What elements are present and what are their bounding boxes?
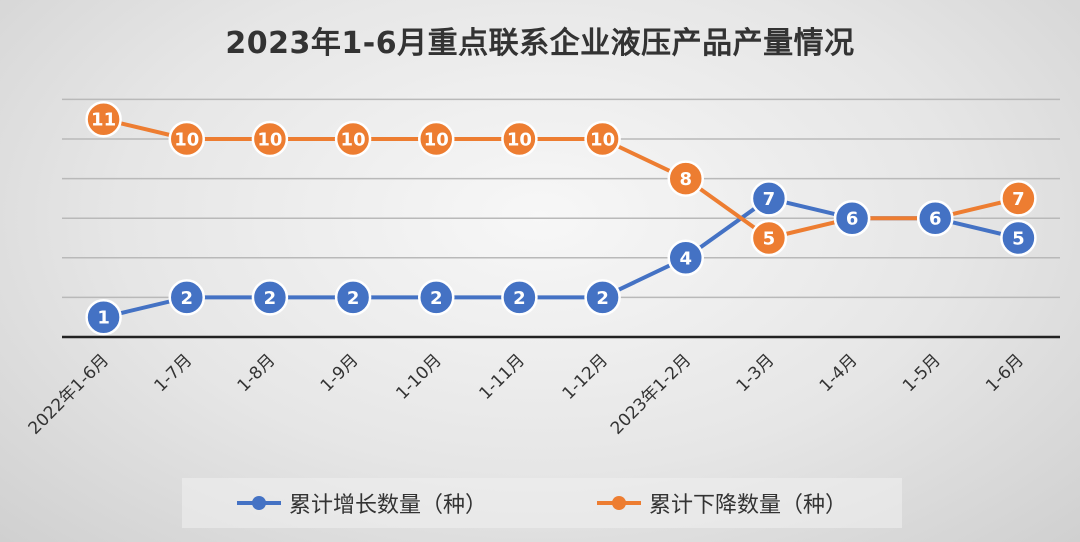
data-point-0: [750, 180, 788, 217]
legend-marker-decline: [596, 496, 641, 510]
data-label-1: 10: [424, 130, 449, 151]
data-point-1: [501, 120, 538, 158]
legend-item-growth: 累计增长数量（种）: [236, 487, 487, 519]
x-tick-label: 2022年1-6月: [25, 350, 113, 438]
x-tick-label: 1-9月: [317, 350, 363, 396]
data-point-0: [667, 239, 704, 277]
data-label-1: 7: [1012, 189, 1025, 210]
data-point-1: [667, 160, 704, 197]
data-point-0: [1000, 219, 1037, 257]
data-point-0: [584, 279, 621, 316]
chart-title: 2023年1-6月重点联系企业液压产品产量情况: [225, 26, 855, 61]
x-tick-label: 1-4月: [816, 350, 862, 396]
data-label-1: 11: [91, 110, 116, 131]
x-tick-label: 1-6月: [982, 350, 1028, 396]
data-point-1: [584, 120, 621, 158]
data-label-0: 4: [679, 248, 692, 269]
data-point-1: [251, 120, 289, 158]
chart-legend: 累计增长数量（种） 累计下降数量（种）: [182, 478, 902, 528]
data-label-0: 2: [347, 288, 360, 309]
data-label-0: 2: [596, 288, 609, 309]
data-label-0: 2: [264, 288, 277, 309]
data-label-0: 5: [1012, 229, 1025, 250]
legend-item-decline: 累计下降数量（种）: [596, 487, 847, 519]
x-tick-label: 1-12月: [559, 350, 612, 403]
data-label-0: 2: [513, 288, 526, 309]
data-point-0: [85, 298, 122, 336]
x-tick-label: 1-5月: [899, 350, 945, 396]
data-label-1: 8: [679, 169, 692, 190]
data-point-1: [418, 120, 455, 158]
data-label-1: 10: [507, 130, 532, 151]
data-label-1: 10: [341, 130, 366, 151]
x-tick-label: 1-10月: [392, 350, 445, 403]
legend-label-decline: 累计下降数量（种）: [648, 493, 847, 518]
data-label-1: 5: [763, 229, 776, 250]
data-point-0: [168, 279, 205, 316]
x-tick-label: 1-7月: [150, 350, 196, 396]
data-point-1: [168, 120, 205, 158]
data-label-0: 2: [430, 288, 443, 309]
data-point-1: [85, 100, 122, 138]
data-point-0: [917, 199, 954, 237]
data-point-0: [334, 279, 372, 316]
data-point-0: [501, 279, 538, 316]
x-tick-label: 2023年1-2月: [607, 350, 695, 438]
x-tick-label: 1-11月: [475, 350, 528, 403]
data-label-0: 6: [846, 209, 859, 230]
data-point-0: [418, 279, 455, 316]
data-label-1: 10: [174, 130, 199, 151]
legend-label-growth: 累计增长数量（种）: [288, 493, 487, 518]
x-tick-label: 1-3月: [733, 350, 779, 396]
data-point-0: [251, 279, 289, 316]
data-label-0: 6: [929, 209, 942, 230]
data-label-1: 10: [590, 130, 615, 151]
legend-marker-growth: [236, 496, 281, 510]
data-point-1: [1000, 180, 1037, 217]
data-label-0: 1: [97, 308, 110, 329]
data-label-1: 10: [257, 130, 282, 151]
data-label-0: 2: [180, 288, 193, 309]
x-tick-label: 1-8月: [234, 350, 280, 396]
data-point-0: [833, 199, 871, 237]
data-point-1: [750, 219, 788, 257]
data-label-0: 7: [763, 189, 776, 210]
data-point-1: [334, 120, 372, 158]
